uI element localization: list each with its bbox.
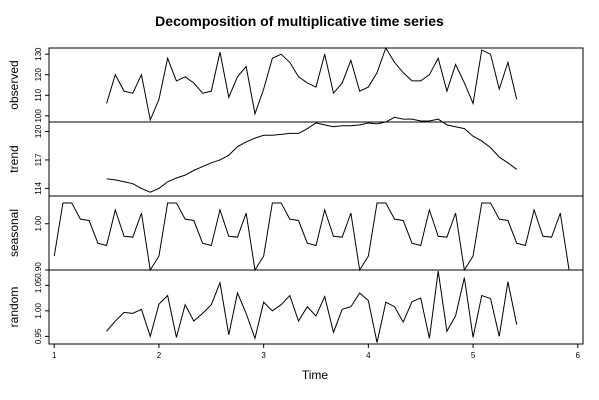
x-tick-label: 3: [261, 351, 266, 360]
series-line-random: [106, 270, 518, 343]
y-tick-label-random: 1.00: [34, 302, 43, 318]
chart-title: Decomposition of multiplicative time ser…: [155, 13, 444, 29]
y-tick-label-seasonal: 1.00: [34, 215, 43, 231]
y-tick-label-observed: 130: [34, 47, 43, 61]
panel-observed: 100 110 120 130 observed: [7, 46, 584, 123]
panel-label-seasonal: seasonal: [7, 209, 21, 257]
x-tick-label: 4: [366, 351, 371, 360]
panel-seasonal-border: [48, 195, 584, 271]
x-tick-label: 2: [157, 351, 162, 360]
series-line-trend: [106, 116, 518, 193]
x-tick-label: 6: [576, 351, 581, 360]
series-line-observed: [106, 46, 518, 122]
y-tick-label-trend: 114: [34, 181, 43, 194]
y-tick-label-random: 0.95: [34, 328, 43, 344]
x-tick-label: 5: [471, 351, 476, 360]
y-tick-label-random: 1.05: [34, 277, 43, 293]
series-line-seasonal: [53, 202, 570, 272]
panel-observed-border: [48, 47, 584, 123]
y-tick-label-trend: 117: [34, 153, 43, 166]
panel-trend: 114 117 120 trend: [7, 116, 584, 197]
x-tick-label: 1: [52, 351, 57, 360]
y-tick-label-trend: 120: [34, 124, 43, 138]
y-tick-label-observed: 110: [34, 88, 43, 101]
panel-seasonal: 0.90 1.00 seasonal: [7, 195, 584, 278]
x-axis: 1 2 3 4 5 6: [52, 344, 581, 360]
x-axis-label: Time: [302, 368, 329, 382]
y-tick-label-seasonal: 0.90: [34, 262, 43, 278]
panel-label-observed: observed: [7, 60, 21, 109]
panel-random-border: [48, 269, 584, 345]
panel-random: 0.95 1.00 1.05 random: [7, 269, 584, 345]
panels-group: 100110120130observed114117120trend0.901.…: [7, 46, 584, 345]
panel-label-random: random: [7, 287, 21, 328]
y-tick-label-observed: 100: [34, 109, 43, 123]
panel-label-trend: trend: [7, 145, 21, 172]
y-tick-label-observed: 120: [34, 68, 43, 82]
